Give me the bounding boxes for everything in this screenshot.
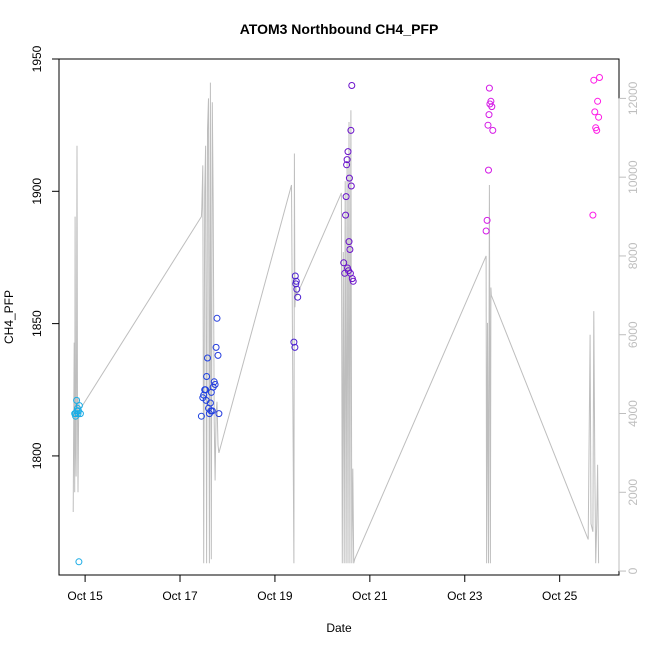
y-tick-label: 1850 <box>30 310 44 337</box>
data-point <box>347 182 355 190</box>
x-tick-label: Oct 15 <box>67 589 103 603</box>
data-point <box>213 314 221 322</box>
data-point <box>482 227 490 235</box>
chart-title: ATOM3 Northbound CH4_PFP <box>240 21 439 37</box>
y-axis-left: 1800 1850 1900 1950 <box>30 45 60 469</box>
data-point <box>487 97 495 105</box>
data-point <box>343 156 351 164</box>
data-point <box>348 82 356 89</box>
data-point <box>594 97 602 105</box>
plot-frame <box>58 58 620 576</box>
y-axis-right: 0 2000 4000 6000 8000 10000 12000 <box>618 81 640 574</box>
data-point <box>346 246 354 253</box>
data-point <box>485 84 493 92</box>
data-point <box>589 211 597 219</box>
data-point <box>292 280 300 288</box>
data-point <box>347 126 355 134</box>
data-point <box>593 126 601 134</box>
data-point <box>485 166 492 174</box>
y2-tick-label: 2000 <box>626 479 640 506</box>
x-axis: Oct 15 Oct 17 Oct 19 Oct 21 Oct 23 Oct 25 <box>67 574 578 603</box>
data-point <box>211 381 219 388</box>
data-point <box>207 407 215 415</box>
x-tick-label: Oct 21 <box>352 589 388 603</box>
data-point <box>345 238 353 246</box>
data-point <box>489 126 497 134</box>
data-point <box>595 113 603 121</box>
data-point <box>293 285 301 293</box>
data-point <box>590 76 598 84</box>
y2-tick-label: 12000 <box>626 81 640 115</box>
data-point <box>596 74 603 81</box>
data-point <box>203 373 211 380</box>
data-point <box>485 111 493 119</box>
data-points-layer <box>71 74 603 566</box>
altitude-line-layer <box>72 82 600 564</box>
data-point <box>488 103 496 111</box>
data-point <box>294 293 302 301</box>
data-point <box>591 108 599 116</box>
x-axis-label: Date <box>326 621 352 635</box>
data-point <box>343 161 351 169</box>
data-point <box>349 277 357 285</box>
data-point <box>74 410 82 418</box>
y-axis-label: CH4_PFP <box>2 290 16 344</box>
data-point <box>342 193 350 201</box>
data-point <box>291 272 299 280</box>
y2-tick-label: 0 <box>626 567 640 574</box>
data-point <box>342 211 350 219</box>
x-tick-label: Oct 23 <box>447 589 483 603</box>
data-point <box>215 410 223 418</box>
data-point <box>483 216 491 224</box>
data-point <box>202 386 210 394</box>
data-point <box>73 396 81 404</box>
data-point <box>204 354 211 362</box>
x-tick-label: Oct 25 <box>542 589 578 603</box>
data-point <box>291 343 299 351</box>
x-tick-label: Oct 17 <box>162 589 198 603</box>
y2-tick-label: 6000 <box>626 321 640 348</box>
y-tick-label: 1800 <box>30 442 44 469</box>
data-point <box>340 259 348 267</box>
data-point <box>197 412 205 420</box>
data-point <box>345 174 353 182</box>
data-point <box>212 343 220 351</box>
data-point <box>292 277 300 285</box>
y2-tick-label: 8000 <box>626 242 640 269</box>
y-tick-label: 1950 <box>30 45 44 72</box>
altitude-line <box>72 82 600 564</box>
data-point <box>214 351 222 359</box>
data-point <box>75 558 83 566</box>
data-point <box>484 121 492 129</box>
y-tick-label: 1900 <box>30 178 44 205</box>
y2-tick-label: 4000 <box>626 400 640 427</box>
data-point <box>202 396 210 404</box>
data-point <box>290 338 298 346</box>
y2-tick-label: 10000 <box>626 160 640 194</box>
x-tick-label: Oct 19 <box>257 589 293 603</box>
data-point <box>344 148 352 156</box>
